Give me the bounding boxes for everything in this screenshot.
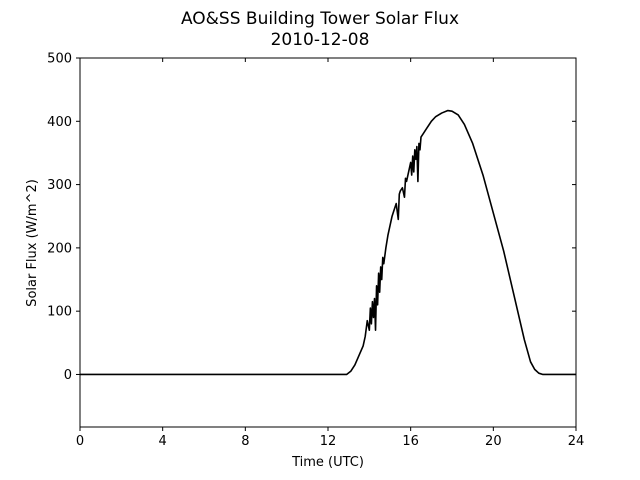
x-tick-label-20: 20 — [485, 434, 502, 449]
chart-title: AO&SS Building Tower Solar Flux — [181, 9, 459, 29]
x-tick-label-16: 16 — [402, 434, 419, 449]
y-tick-label-500: 500 — [47, 52, 72, 67]
x-tick-label-0: 0 — [76, 434, 84, 449]
series-line-solar-flux — [80, 109, 576, 376]
plot-area — [79, 57, 577, 428]
y-tick-label-0: 0 — [64, 368, 72, 383]
y-tick-label-400: 400 — [47, 115, 72, 130]
chart-subtitle: 2010-12-08 — [271, 30, 370, 50]
x-tick-label-8: 8 — [241, 434, 249, 449]
y-tick-label-300: 300 — [47, 178, 72, 193]
x-axis-label: Time (UTC) — [291, 455, 364, 470]
x-tick-label-24: 24 — [568, 434, 585, 449]
x-tick-label-4: 4 — [159, 434, 167, 449]
y-axis-label: Solar Flux (W/m^2) — [25, 179, 40, 307]
y-axis: 0 100 200 300 400 500 — [47, 52, 576, 383]
x-tick-label-12: 12 — [320, 434, 337, 449]
y-tick-label-100: 100 — [47, 305, 72, 320]
y-tick-label-200: 200 — [47, 241, 72, 256]
x-axis: 0 4 8 12 16 20 24 — [76, 58, 584, 449]
